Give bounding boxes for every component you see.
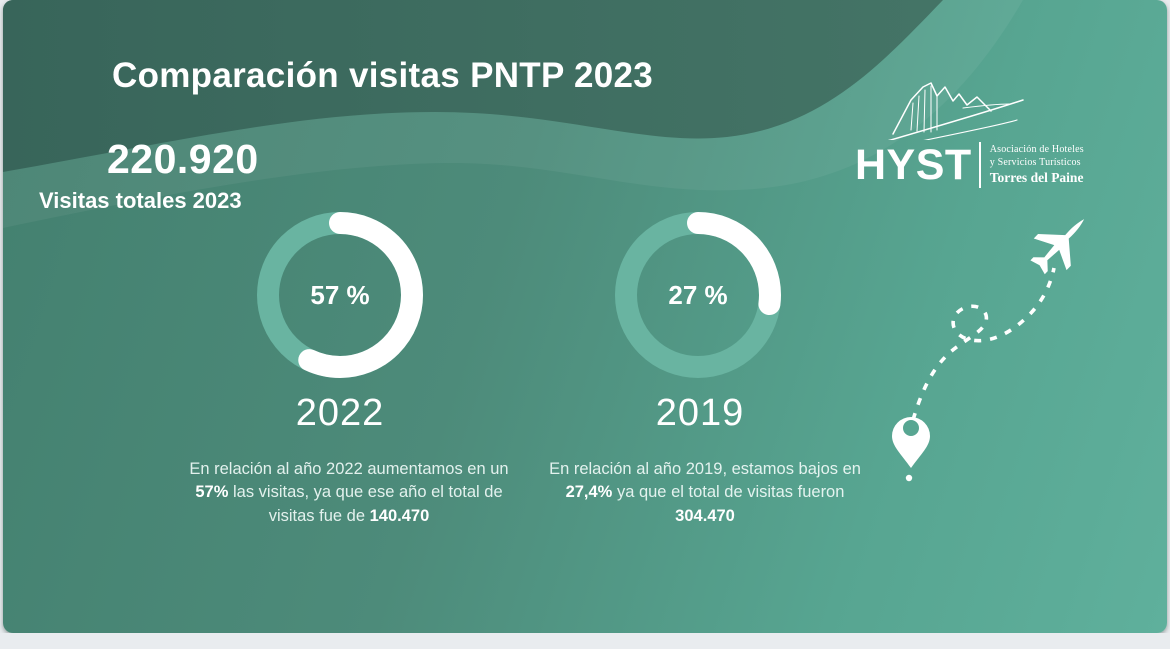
total-visits-label: Visitas totales 2023: [39, 188, 242, 213]
airplane-icon: [1030, 219, 1085, 275]
logo-acronym: HYST: [855, 140, 972, 189]
travel-illustration: [892, 219, 1085, 482]
flight-path-dashed: [911, 267, 1056, 421]
wave-dark-shape: [3, 0, 943, 172]
description-2019-bold-total: 304.470: [675, 506, 735, 525]
donut-chart-2019: 27 %: [613, 210, 783, 380]
donut-2022-svg: [257, 212, 423, 378]
logo-line-2: y Servicios Turísticos: [989, 156, 1081, 168]
logo-row: HYST Asociación de Hoteles y Servicios T…: [855, 142, 1155, 188]
description-2022-text2: las visitas, ya que ese año el total de …: [228, 483, 503, 525]
donut-2019-arc: [615, 212, 781, 378]
description-2022-text: En relación al año 2022 aumentamos en un: [189, 460, 509, 478]
description-2019-text2: ya que el total de visitas fueron: [612, 483, 845, 502]
wave-sheen-shape: [3, 0, 1023, 228]
logo-text-block: Asociación de Hoteles y Servicios Turíst…: [990, 144, 1084, 185]
year-label-2019: 2019: [655, 392, 745, 434]
description-2022-bold-percent: 57%: [195, 483, 229, 502]
slide-title: Comparación visitas PNTP 2023: [112, 56, 654, 95]
path-start-dot: [905, 474, 913, 482]
description-2022-bold-total: 140.470: [369, 506, 430, 525]
wave-background: [3, 0, 1023, 228]
description-2022: En relación al año 2022 aumentamos en un…: [188, 458, 510, 528]
logo-line-1: Asociación de Hoteles: [989, 144, 1084, 156]
year-label-2022: 2022: [295, 392, 385, 434]
location-pin-icon: [892, 417, 930, 468]
logo-divider: [978, 142, 981, 188]
donut-2022-percent: 57 %: [310, 279, 370, 310]
app-canvas-margin: [0, 633, 1170, 649]
hyst-logo: HYST Asociación de Hoteles y Servicios T…: [855, 68, 1155, 188]
description-2019: En relación al año 2019, estamos bajos e…: [544, 458, 866, 528]
slide: Comparación visitas PNTP 2023 220.920 Vi…: [3, 0, 1167, 633]
description-2019-text: En relación al año 2019, estamos bajos e…: [549, 460, 861, 478]
donut-chart-2022: 57 %: [255, 210, 425, 380]
donut-2019-svg: [615, 212, 781, 378]
logo-line-3: Torres del Paine: [989, 169, 1084, 185]
description-2019-bold-percent: 27,4%: [565, 483, 613, 502]
total-visits-number: 220.920: [107, 136, 259, 182]
mountain-sketch-icon: [888, 82, 1024, 140]
donut-2022-arc: [257, 212, 423, 378]
donut-2019-percent: 27 %: [668, 279, 728, 310]
